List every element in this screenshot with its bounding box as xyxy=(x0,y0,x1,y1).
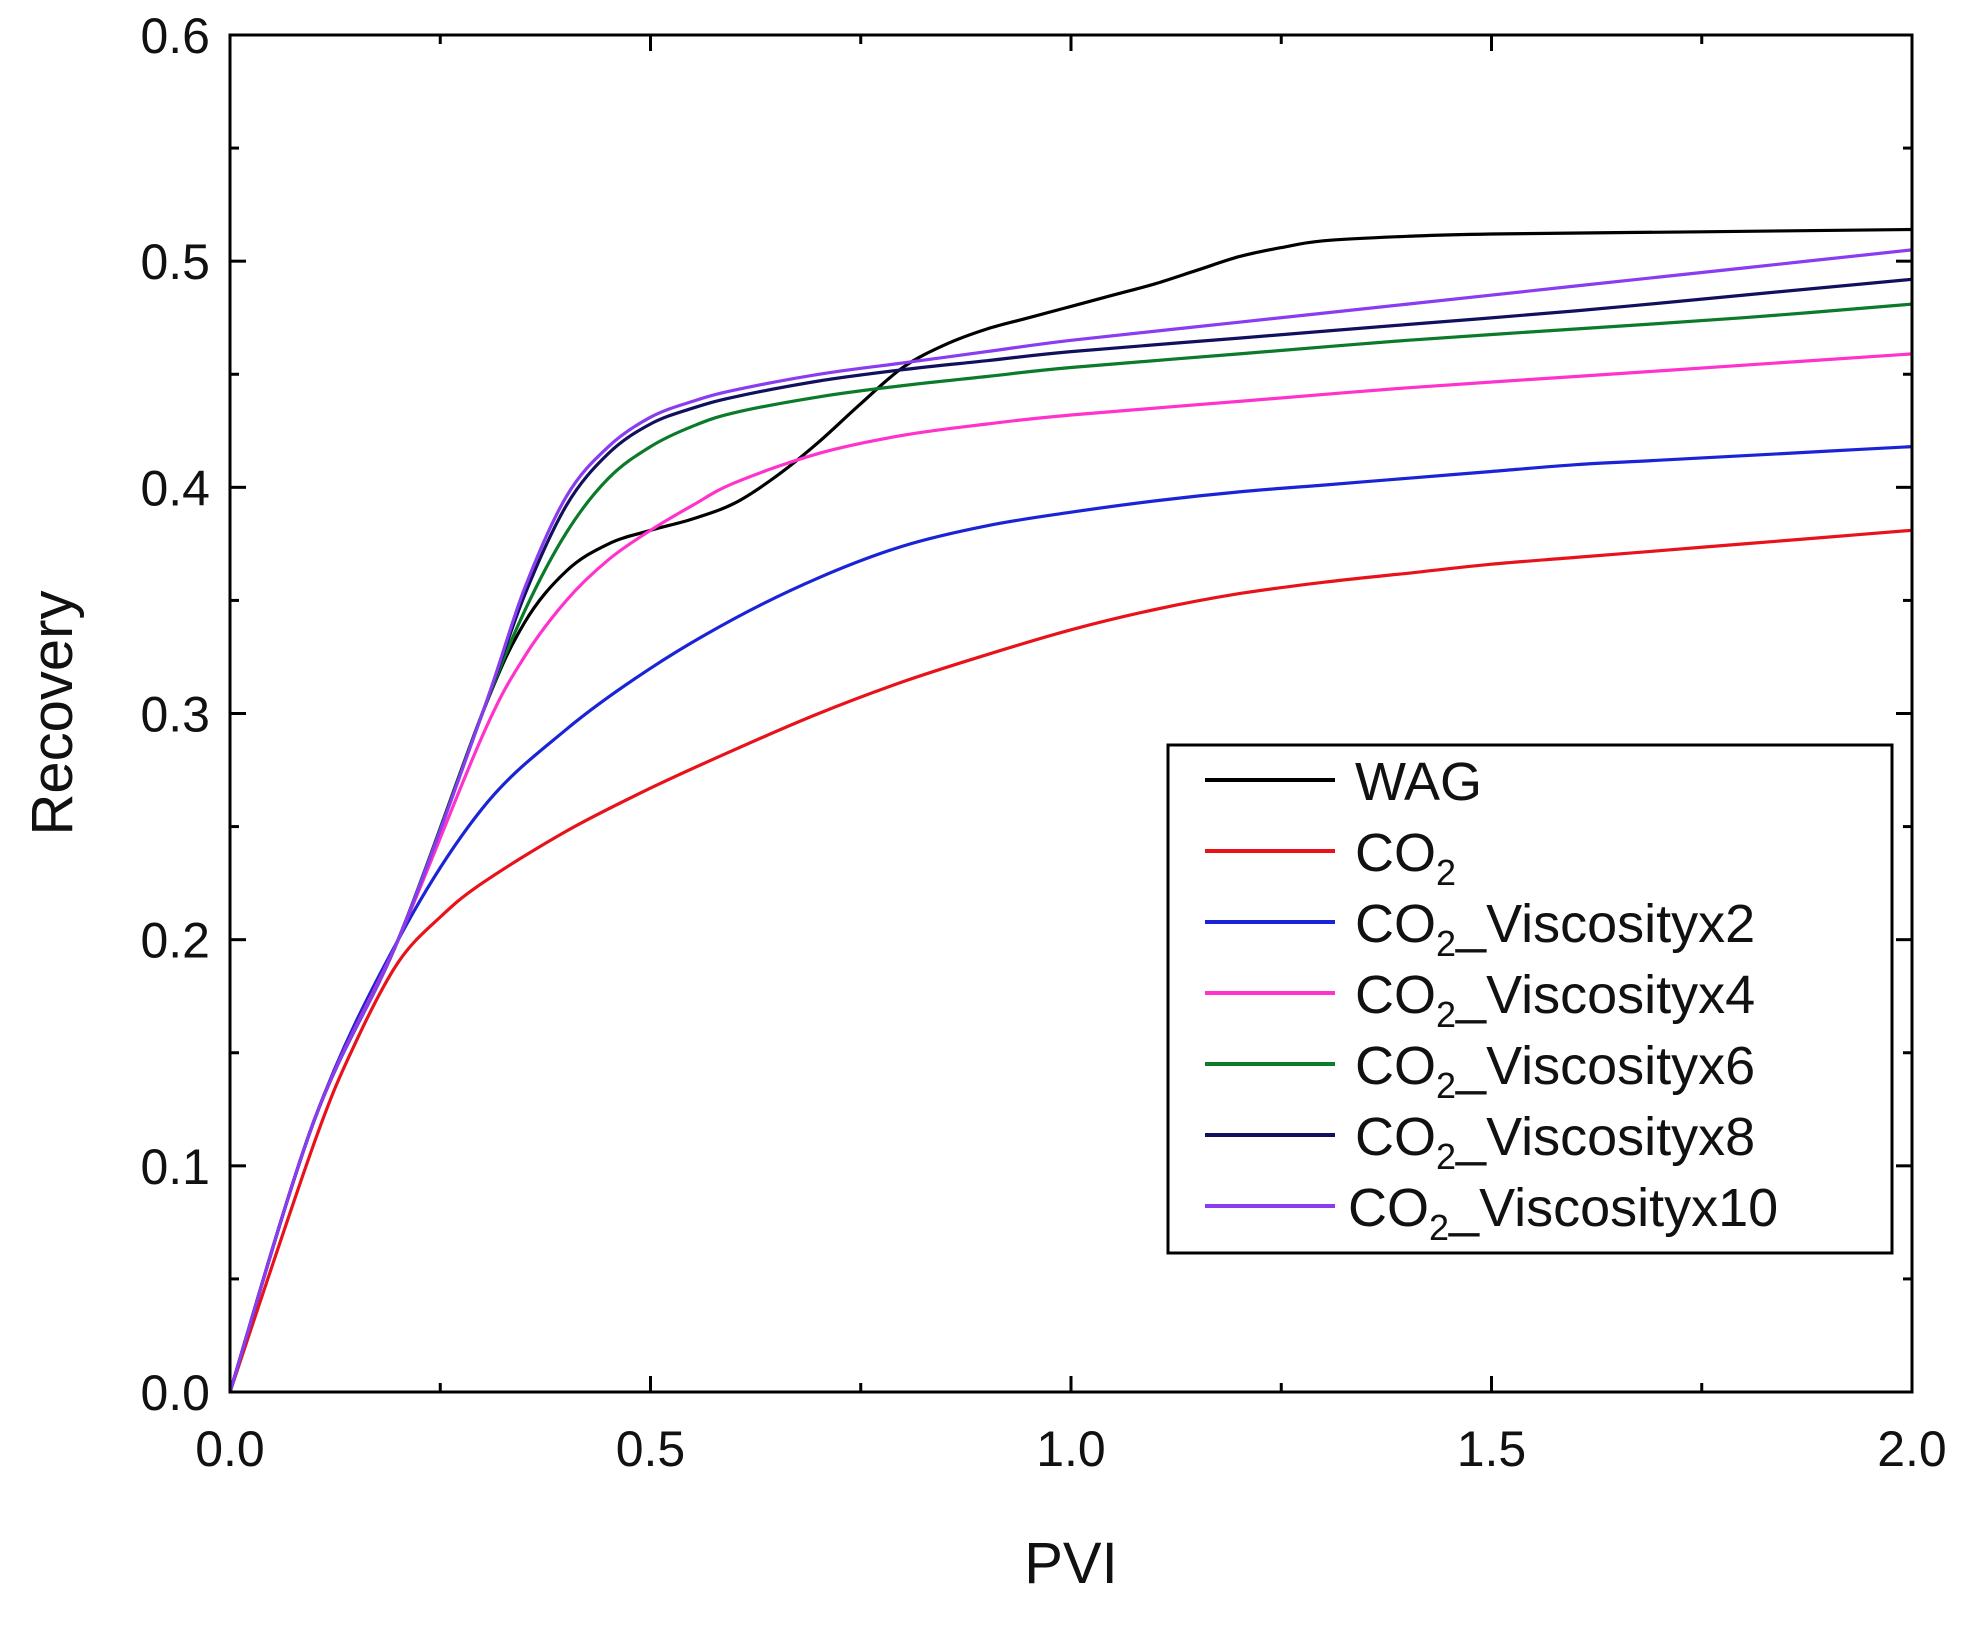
series-layer xyxy=(228,227,1913,1393)
x-tick-label-0: 0.0 xyxy=(195,1421,265,1477)
y-axis-title: Recovery xyxy=(20,591,85,836)
legend-label-2: CO2_Viscosityx2 xyxy=(1355,894,1755,964)
series-line-6 xyxy=(228,248,1913,1393)
x-axis-title: PVI xyxy=(1024,1531,1118,1596)
series-line-1 xyxy=(228,528,1913,1393)
series-line-2 xyxy=(228,445,1913,1393)
x-tick-label-2: 1.0 xyxy=(1036,1421,1106,1477)
legend-label-3: CO2_Viscosityx4 xyxy=(1355,965,1755,1035)
y-tick-label-1: 0.1 xyxy=(140,1139,210,1195)
y-tick-label-3: 0.3 xyxy=(140,687,210,743)
legend-box xyxy=(1166,743,1894,1255)
x-tick-label-1: 0.5 xyxy=(616,1421,686,1477)
legend-label-5: CO2_Viscosityx8 xyxy=(1355,1107,1755,1177)
legend-label-6: CO2_Viscosityx10 xyxy=(1348,1178,1778,1248)
legend-label-4: CO2_Viscosityx6 xyxy=(1355,1036,1755,1106)
y-tick-label-2: 0.2 xyxy=(140,913,210,969)
y-tick-label-5: 0.5 xyxy=(140,234,210,290)
y-tick-label-4: 0.4 xyxy=(140,460,210,516)
legend-label-1: CO2 xyxy=(1355,823,1456,893)
y-tick-label-6: 0.6 xyxy=(140,8,210,64)
x-tick-label-4: 2.0 xyxy=(1877,1421,1947,1477)
legend: WAGCO2CO2_Viscosityx2CO2_Viscosityx4CO2_… xyxy=(1166,743,1894,1255)
legend-label-0: WAG xyxy=(1355,752,1482,812)
ticks-layer: 0.0 0.5 1.0 1.5 2.0 0.0 0.1 0.2 0.3 0.4 0.5 0.6 xyxy=(140,8,1946,1477)
x-tick-label-3: 1.5 xyxy=(1457,1421,1527,1477)
y-tick-label-0: 0.0 xyxy=(140,1365,210,1421)
